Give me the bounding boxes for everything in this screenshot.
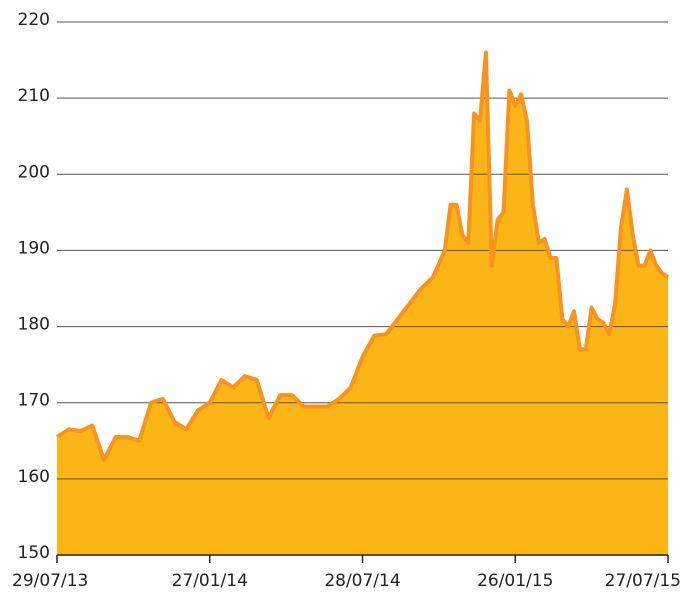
- y-tick-label: 220: [18, 10, 50, 30]
- x-tick-label: 26/01/15: [477, 571, 553, 591]
- y-tick-label: 180: [18, 315, 50, 335]
- y-tick-label: 210: [18, 86, 50, 106]
- area: [57, 52, 668, 555]
- y-tick-label: 160: [18, 467, 50, 487]
- line: [55, 50, 670, 462]
- x-tick-label: 29/07/13: [12, 571, 88, 591]
- x-tick-label: 28/07/14: [324, 571, 400, 591]
- y-tick-label: 190: [18, 238, 50, 258]
- y-tick-label: 150: [18, 543, 50, 563]
- y-tick-label: 170: [18, 391, 50, 411]
- x-tick-label: 27/01/14: [172, 571, 248, 591]
- y-tick-label: 200: [18, 162, 50, 182]
- x-tick-label: 27/07/15: [605, 571, 681, 591]
